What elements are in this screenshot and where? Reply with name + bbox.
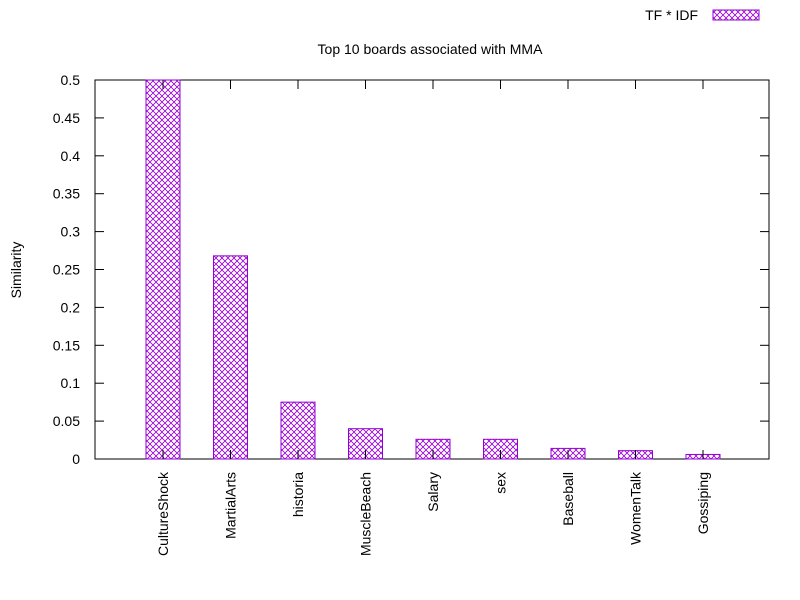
y-axis-label: Similarity: [8, 242, 24, 299]
y-tick-label: 0.2: [61, 299, 81, 315]
y-axis: 0 0.05 0.1 0.15 0.2 0.25 0.3 0.35 0.4 0.45 0.5: [53, 72, 769, 467]
legend: TF * IDF: [645, 7, 760, 23]
chart-title: Top 10 boards associated with MMA: [318, 41, 544, 57]
y-tick-label: 0.3: [61, 224, 81, 240]
plot-area-frame: [94, 79, 770, 460]
bar-martialarts: [213, 255, 248, 460]
bar-historia: [280, 401, 316, 460]
y-tick-label: 0.5: [61, 72, 81, 88]
y-tick-label: 0.35: [53, 186, 80, 202]
y-tick-label: 0.1: [61, 375, 81, 391]
legend-label: TF * IDF: [645, 7, 698, 23]
x-tick-label: Salary: [425, 472, 441, 512]
x-tick-label: MuscleBeach: [358, 472, 374, 556]
y-tick-label: 0.4: [61, 148, 81, 164]
y-tick-label: 0.05: [53, 413, 80, 429]
x-tick-label: sex: [493, 472, 509, 494]
x-axis: CultureShock MartialArts historia MuscleBea…: [155, 80, 711, 556]
x-tick-label: CultureShock: [155, 471, 171, 556]
x-tick-label: MartialArts: [223, 472, 239, 539]
y-tick-label: 0.45: [53, 110, 80, 126]
x-tick-label: Gossiping: [695, 472, 711, 534]
y-tick-label: 0.15: [53, 337, 80, 353]
x-tick-label: Baseball: [560, 472, 576, 526]
legend-swatch: [712, 9, 760, 21]
y-tick-label: 0: [72, 451, 80, 467]
bar-cultureshock: [145, 79, 181, 460]
x-tick-label: WomenTalk: [628, 471, 644, 545]
x-tick-label: historia: [290, 472, 306, 517]
y-tick-label: 0.25: [53, 262, 80, 278]
bars: [145, 79, 721, 460]
